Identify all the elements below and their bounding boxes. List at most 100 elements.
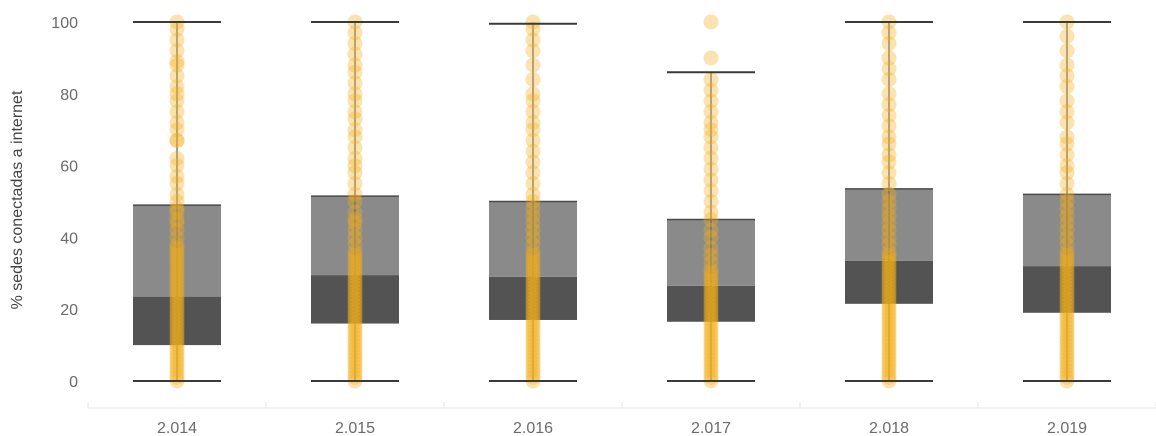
data-point: [881, 244, 897, 260]
data-point: [169, 312, 185, 328]
data-point: [525, 86, 541, 102]
data-point: [703, 194, 719, 209]
data-point: [881, 312, 897, 328]
data-point: [1059, 319, 1075, 335]
data-point: [169, 280, 185, 296]
data-point: [881, 287, 897, 303]
data-point: [347, 75, 363, 91]
data-point: [347, 283, 363, 299]
data-point: [347, 337, 363, 353]
data-point: [703, 129, 719, 145]
data-point: [525, 14, 541, 30]
data-point: [169, 316, 185, 332]
data-point: [169, 158, 185, 174]
data-point: [703, 316, 719, 332]
data-point: [169, 244, 185, 260]
data-point: [703, 93, 719, 109]
data-point: [525, 348, 541, 364]
data-point: [881, 351, 897, 367]
data-point: [525, 208, 541, 224]
data-point: [881, 301, 897, 317]
data-point: [881, 50, 897, 66]
data-point: [525, 290, 541, 306]
data-point: [169, 290, 185, 306]
data-point: [1059, 298, 1075, 314]
data-point: [169, 323, 185, 339]
data-point: [525, 294, 541, 310]
data-point: [525, 71, 541, 87]
data-point: [881, 201, 897, 217]
data-point: [525, 265, 541, 281]
data-point: [169, 269, 185, 285]
data-point: [881, 154, 897, 170]
data-point: [525, 337, 541, 353]
data-point: [1059, 57, 1075, 73]
data-point: [347, 305, 363, 321]
data-point: [881, 215, 897, 231]
data-point: [525, 344, 541, 360]
data-point: [169, 298, 185, 314]
data-point: [881, 355, 897, 371]
data-point: [881, 316, 897, 332]
data-point: [169, 319, 185, 335]
data-point: [347, 362, 363, 378]
data-point: [703, 351, 719, 367]
data-point: [525, 43, 541, 59]
data-point: [881, 366, 897, 382]
data-point: [347, 355, 363, 371]
data-point: [525, 351, 541, 367]
data-point: [525, 176, 541, 192]
data-point: [347, 316, 363, 332]
data-point: [169, 287, 185, 303]
data-point: [703, 211, 719, 227]
data-point: [1059, 276, 1075, 292]
x-tick-label: 2.015: [335, 420, 375, 436]
data-point: [347, 341, 363, 357]
data-point: [881, 269, 897, 285]
data-point: [347, 129, 363, 145]
data-point: [1059, 341, 1075, 357]
x-tick-label: 2.014: [157, 420, 197, 436]
box-group: [311, 14, 399, 389]
data-point: [169, 348, 185, 364]
data-point: [169, 86, 185, 102]
data-point: [1059, 294, 1075, 310]
data-point: [1059, 290, 1075, 306]
data-point: [525, 312, 541, 328]
data-point: [881, 334, 897, 350]
data-point: [1059, 312, 1075, 328]
data-point: [1059, 43, 1075, 59]
data-point: [169, 237, 185, 253]
data-point: [881, 176, 897, 192]
data-point: [525, 298, 541, 314]
data-point: [347, 366, 363, 382]
data-point: [703, 247, 719, 263]
data-point: [703, 362, 719, 378]
data-point: [347, 64, 363, 80]
data-point: [703, 222, 719, 238]
data-point: [347, 104, 363, 120]
data-point: [1059, 165, 1075, 181]
data-point: [1059, 283, 1075, 299]
data-point: [881, 283, 897, 299]
data-point: [347, 46, 363, 62]
data-point: [703, 348, 719, 364]
data-point: [881, 319, 897, 335]
data-point: [881, 290, 897, 306]
data-point: [347, 344, 363, 360]
data-point: [169, 272, 185, 288]
data-point: [525, 262, 541, 278]
data-point: [169, 115, 185, 131]
data-point: [525, 194, 541, 209]
data-point: [169, 366, 185, 382]
data-point: [347, 140, 363, 156]
box-group: [489, 14, 577, 389]
data-point: [169, 132, 185, 148]
data-point: [1059, 115, 1075, 131]
y-tick-label: 20: [60, 302, 78, 319]
y-tick-label: 40: [60, 230, 78, 247]
data-point: [169, 305, 185, 321]
data-point: [703, 204, 719, 220]
data-point: [881, 265, 897, 281]
data-point: [703, 229, 719, 245]
